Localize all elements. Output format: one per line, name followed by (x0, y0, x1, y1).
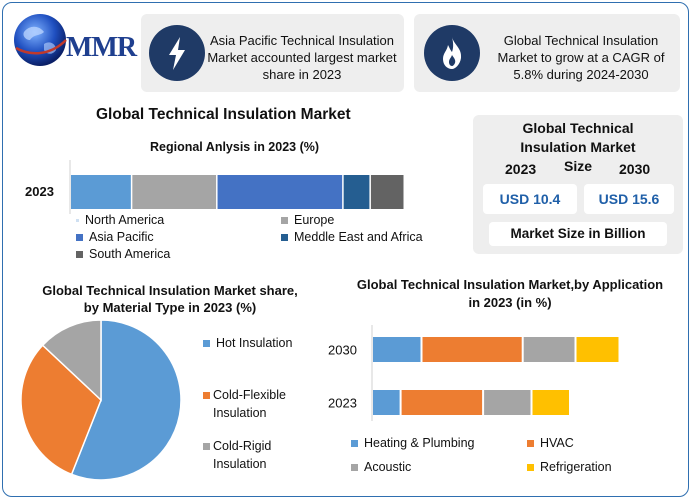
application-chart-title: Global Technical Insulation Market,by Ap… (356, 277, 664, 310)
market-size-title-text: Global Technical Insulation Market Size (520, 120, 636, 174)
material-pie-chart-title: Global Technical Insulation Market share… (42, 283, 298, 315)
market-size-title: Global Technical Insulation Market Size (473, 119, 683, 176)
legend-label: South America (89, 247, 171, 261)
legend-label: Acoustic (364, 460, 412, 474)
legend-swatch (203, 340, 210, 348)
lightning-bolt-icon (149, 25, 205, 81)
legend-cold-flexible: Cold-Flexible Insulation (203, 386, 298, 422)
application-category-label: 2023 (328, 396, 357, 411)
mmr-logo: MMR (10, 10, 138, 70)
legend-refrigeration: Refrigeration (527, 460, 612, 474)
application-bar-segment-hvac-2023 (401, 390, 483, 415)
market-size-unit: Market Size in Billion (489, 222, 667, 246)
regional-bar-segment-south-america (370, 175, 404, 209)
market-size-year-b: 2030 (619, 161, 651, 177)
application-category-label: 2030 (328, 343, 357, 358)
legend-label: Cold-Flexible Insulation (213, 388, 286, 420)
legend-swatch (351, 464, 358, 472)
globe-icon (14, 14, 67, 66)
legend-label: Meddle East and Africa (294, 230, 423, 244)
legend-cold-rigid: Cold-Rigid Insulation (203, 437, 298, 473)
legend-swatch (281, 217, 288, 225)
legend-hot-insulation: Hot Insulation (203, 336, 292, 350)
market-size-box: Global Technical Insulation Market Size … (473, 115, 683, 254)
regional-bar-segment-asia-pacific (217, 175, 343, 209)
market-size-value-a: USD 10.4 (483, 184, 577, 214)
legend-hvac: HVAC (527, 436, 574, 450)
application-bar-segment-refrigeration-2030 (576, 337, 619, 362)
legend-label: Refrigeration (540, 460, 612, 474)
application-bar-segment-acoustic-2030 (523, 337, 575, 362)
regional-stacked-bar-chart: 2023 (25, 160, 404, 214)
legend-acoustic: Acoustic (351, 460, 411, 474)
pie-slice-hot-insulation (70, 319, 182, 481)
page-title: Global Technical Insulation Market (96, 106, 351, 123)
legend-heating-plumbing: Heating & Plumbing (351, 436, 474, 450)
market-size-year-a: 2023 (505, 161, 537, 177)
application-bar-segment-acoustic-2023 (484, 390, 531, 415)
application-stacked-bar-chart: 2030 2023 (328, 325, 619, 421)
legend-label: North America (85, 213, 165, 227)
application-bar-segment-refrigeration-2023 (532, 390, 569, 415)
legend-label: Heating & Plumbing (364, 436, 475, 450)
info-card-text: Asia Pacific Technical Insulation Market… (207, 33, 397, 82)
legend-swatch (281, 234, 288, 242)
regional-chart-title: Regional Anlysis in 2023 (%) (150, 140, 320, 154)
application-bar-segment-heating-plumbing-2023 (373, 390, 400, 415)
legend-label: Europe (294, 213, 335, 227)
legend-swatch (76, 234, 83, 242)
pie-slice-cold-rigid-insulation (41, 319, 102, 402)
legend-label: Cold-Rigid Insulation (213, 439, 272, 471)
info-card-asia-pacific: Asia Pacific Technical Insulation Market… (141, 14, 404, 92)
legend-label: HVAC (540, 436, 574, 450)
application-bar-segment-heating-plumbing-2030 (373, 337, 421, 362)
regional-bar-segment-meddle-east-and-africa (343, 175, 370, 209)
legend-swatch (203, 392, 210, 399)
legend-swatch (203, 443, 210, 450)
legend-swatch (351, 440, 358, 448)
legend-middle-east-africa: Meddle East and Africa (281, 230, 423, 244)
flame-icon (424, 25, 480, 81)
legend-europe: Europe (281, 213, 334, 227)
market-size-value-b: USD 15.6 (584, 184, 674, 214)
legend-asia-pacific: Asia Pacific (76, 230, 154, 244)
legend-swatch (76, 219, 79, 223)
legend-label: Asia Pacific (89, 230, 154, 244)
info-card-text: Global Technical Insulation Market to gr… (497, 33, 665, 82)
legend-south-america: South America (76, 247, 170, 261)
regional-bar-segment-north-america (71, 175, 131, 209)
regional-category-label: 2023 (25, 184, 54, 199)
infographic-frame (2, 2, 689, 497)
legend-swatch (76, 251, 83, 259)
pie-slice-cold-flexible-insulation (20, 344, 102, 476)
logo-text: MMR (66, 32, 137, 63)
legend-label: Hot Insulation (216, 336, 293, 350)
legend-swatch (527, 440, 534, 448)
regional-bar-segment-europe (132, 175, 217, 209)
material-pie-chart (20, 319, 182, 481)
application-bar-segment-hvac-2030 (422, 337, 522, 362)
info-card-cagr: Global Technical Insulation Market to gr… (414, 14, 680, 92)
legend-north-america: North America (76, 213, 164, 227)
legend-swatch (527, 464, 534, 472)
